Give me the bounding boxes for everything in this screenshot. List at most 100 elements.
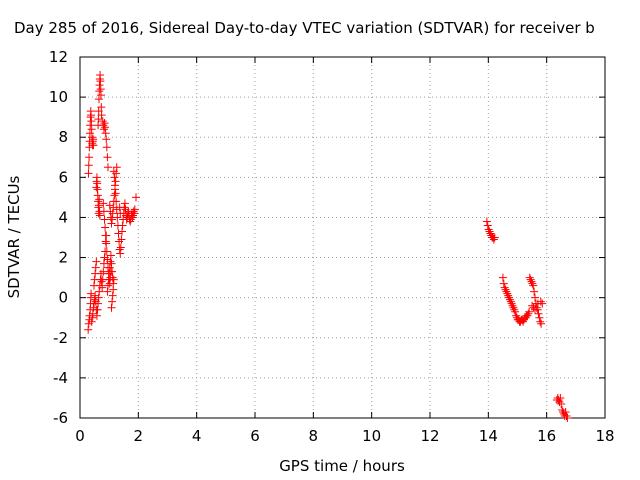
x-tick-label: 2 (134, 427, 144, 445)
data-point (534, 309, 543, 318)
data-point (484, 225, 493, 234)
data-point (91, 263, 100, 272)
data-point (487, 231, 496, 240)
data-point (531, 293, 539, 302)
y-tick-label: -2 (53, 329, 68, 347)
data-point (98, 283, 107, 292)
data-point (106, 251, 115, 260)
data-point (132, 193, 140, 202)
data-point (94, 107, 103, 116)
data-point (97, 277, 106, 286)
data-point (108, 267, 117, 276)
data-point (99, 259, 108, 268)
data-point (535, 313, 544, 322)
data-point (521, 313, 530, 322)
data-point (527, 277, 536, 286)
data-point (489, 235, 498, 244)
y-tick-labels: -6 -4 -2 0 2 4 6 8 10 12 (49, 48, 68, 427)
data-point (109, 275, 118, 284)
data-point (88, 309, 97, 318)
data-point (498, 273, 507, 282)
data-point (87, 125, 96, 134)
data-point (99, 267, 108, 276)
data-point (504, 291, 513, 300)
data-point (110, 173, 119, 182)
data-point (523, 311, 532, 320)
data-point (537, 319, 546, 328)
data-point (110, 191, 119, 200)
data-point (126, 217, 135, 226)
data-point (112, 163, 121, 172)
data-point (525, 307, 534, 316)
data-point (98, 117, 107, 126)
data-point (99, 121, 108, 130)
data-point (120, 199, 129, 208)
y-axis-label: SDTVAR / TECUs (5, 175, 23, 298)
data-point (510, 305, 519, 314)
x-tick-label: 6 (250, 427, 260, 445)
data-point (129, 211, 138, 220)
data-point (483, 221, 492, 230)
data-point (500, 283, 509, 292)
data-point (94, 95, 103, 104)
data-point (529, 303, 538, 312)
data-point (482, 217, 491, 226)
data-point (126, 215, 135, 224)
data-point (109, 167, 118, 176)
data-point (97, 111, 106, 120)
data-point (130, 205, 139, 214)
data-point (501, 285, 510, 294)
data-point (512, 311, 521, 320)
data-point (105, 201, 114, 210)
data-point (507, 299, 516, 308)
data-point (92, 311, 101, 320)
x-tick-label: 18 (595, 427, 614, 445)
data-point (87, 117, 96, 126)
y-tick-label: 6 (58, 168, 68, 186)
data-point (555, 397, 564, 406)
data-point (85, 129, 94, 138)
y-tick-label: -6 (53, 409, 68, 427)
data-point (505, 293, 514, 302)
data-point (536, 297, 545, 306)
data-point (95, 287, 104, 296)
x-tick-label: 16 (537, 427, 556, 445)
data-point (129, 207, 138, 216)
data-point (111, 181, 119, 190)
data-point (509, 303, 518, 312)
x-tick-label: 14 (479, 427, 498, 445)
x-axis-label: GPS time / hours (279, 457, 405, 475)
data-point (499, 279, 508, 288)
chart-title: Day 285 of 2016, Sidereal Day-to-day VTE… (14, 19, 595, 37)
data-point (102, 135, 111, 144)
data-point (117, 235, 126, 244)
x-tick-label: 8 (309, 427, 319, 445)
data-point (118, 227, 126, 236)
data-point (101, 129, 110, 138)
data-point (524, 309, 533, 318)
y-tick-label: 2 (58, 249, 68, 267)
data-point (531, 305, 539, 314)
data-point (536, 317, 545, 326)
y-tick-label: 12 (49, 48, 68, 66)
data-point (104, 281, 112, 290)
data-point (108, 215, 117, 224)
data-point (100, 215, 109, 224)
data-point (116, 249, 125, 258)
data-point (89, 141, 98, 150)
data-point (563, 414, 572, 422)
data-point (113, 213, 122, 222)
data-point (97, 103, 106, 112)
data-point (490, 233, 499, 242)
data-point (485, 227, 494, 236)
data-point (519, 317, 528, 326)
data-point (100, 119, 109, 128)
data-point (529, 281, 538, 290)
y-tick-label: 8 (58, 128, 68, 146)
data-point (97, 91, 105, 100)
data-point (87, 317, 96, 326)
data-point (556, 393, 565, 402)
x-tick-label: 0 (75, 427, 85, 445)
data-point (84, 169, 93, 178)
x-tick-label: 12 (420, 427, 439, 445)
